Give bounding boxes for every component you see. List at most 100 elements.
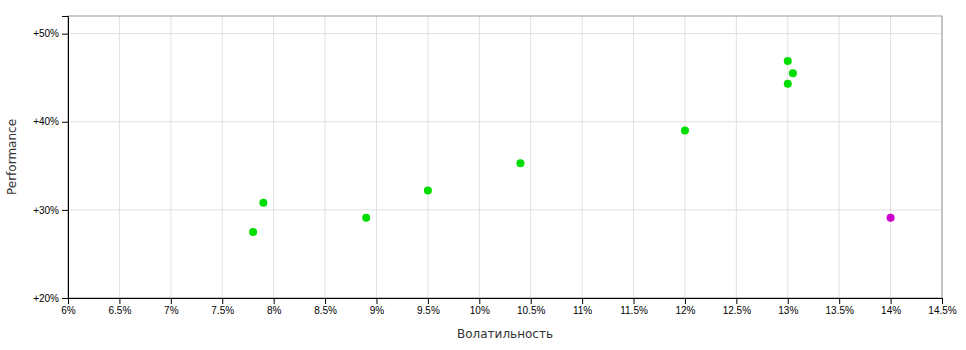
grid-line <box>684 16 685 298</box>
tick: +40% <box>33 116 68 127</box>
grid-line <box>222 16 223 298</box>
series <box>249 57 797 236</box>
marks <box>249 57 895 236</box>
tick: 6.5% <box>109 298 132 316</box>
tick: 8% <box>267 298 282 316</box>
tick: 12.5% <box>723 298 751 316</box>
tick-mark <box>736 298 737 304</box>
grid <box>68 16 942 298</box>
tick-label: 6% <box>61 305 76 316</box>
tick: 7% <box>164 298 179 316</box>
tick: 9% <box>370 298 385 316</box>
grid-line <box>890 16 891 298</box>
plot-frame <box>68 16 942 298</box>
axis-line <box>69 299 943 305</box>
point <box>362 214 370 222</box>
grid-line <box>633 16 634 298</box>
tick-mark <box>942 298 943 304</box>
tick: 10.5% <box>517 298 545 316</box>
tick-mark <box>62 34 68 35</box>
grid-line <box>530 16 531 298</box>
grid-line <box>376 16 377 298</box>
tick: 13% <box>778 298 798 316</box>
tick: 11.5% <box>620 298 648 316</box>
tick-label: 6.5% <box>109 305 132 316</box>
point <box>789 69 797 77</box>
tick-mark <box>376 298 377 304</box>
tick-label: 14.5% <box>928 305 956 316</box>
y-axis-title: Performance <box>5 119 19 195</box>
point <box>249 228 257 236</box>
tick-mark <box>839 298 840 304</box>
tick-mark <box>582 298 583 304</box>
grid-line <box>839 16 840 298</box>
plot: 6% 6.5% 7% 7.5% 8% 8.5% 9% 9.5% 10% 10.5% 11% 11.5%… <box>33 16 957 316</box>
grid-line <box>273 16 274 298</box>
grid-line <box>68 121 942 122</box>
tick-label: 7.5% <box>211 305 234 316</box>
tick-label: +50% <box>33 28 59 39</box>
tick-label: 10.5% <box>517 305 545 316</box>
y-axis: +20% +30% +40% +50% <box>33 17 68 304</box>
tick-label: 14% <box>881 305 901 316</box>
tick: 10% <box>470 298 490 316</box>
grid-line <box>479 16 480 298</box>
tick-mark <box>788 298 789 304</box>
grid-line <box>736 16 737 298</box>
grid-line <box>427 16 428 298</box>
tick: 14.5% <box>928 298 956 316</box>
point <box>424 186 432 194</box>
tick-label: 8.5% <box>314 305 337 316</box>
grid-line <box>325 16 326 298</box>
tick-mark <box>119 298 120 304</box>
tick-label: 12.5% <box>723 305 751 316</box>
axis-line <box>62 17 69 299</box>
tick-mark <box>222 298 223 304</box>
x-axis-title: Волатильность <box>457 327 553 341</box>
tick-label: 13% <box>778 305 798 316</box>
grid-line <box>119 16 120 298</box>
tick: +20% <box>33 293 68 304</box>
tick: 14% <box>881 298 901 316</box>
tick-mark <box>428 298 429 304</box>
tick: 8.5% <box>314 298 337 316</box>
tick: 12% <box>675 298 695 316</box>
tick: 9.5% <box>417 298 440 316</box>
tick-mark <box>62 210 68 211</box>
tick-mark <box>325 298 326 304</box>
tick: 13.5% <box>825 298 853 316</box>
tick-label: 12% <box>675 305 695 316</box>
tick-label: 7% <box>164 305 179 316</box>
grid-line <box>68 209 942 210</box>
tick-mark <box>62 122 68 123</box>
grid-line <box>170 16 171 298</box>
tick-label: 8% <box>267 305 282 316</box>
tick: 6% <box>61 298 76 316</box>
point <box>887 214 895 222</box>
tick-mark <box>685 298 686 304</box>
tick-label: 11% <box>573 305 592 316</box>
tick: +30% <box>33 205 68 216</box>
tick-label: +40% <box>33 116 59 127</box>
grid-line <box>582 16 583 298</box>
tick-mark <box>274 298 275 304</box>
point <box>516 159 524 167</box>
tick-label: 10% <box>470 305 490 316</box>
tick-label: 9.5% <box>417 305 440 316</box>
tick-label: +30% <box>33 205 59 216</box>
tick-label: 9% <box>370 305 385 316</box>
tick-mark <box>62 298 68 299</box>
grid-line <box>68 33 942 34</box>
tick-mark <box>634 298 635 304</box>
x-axis: 6% 6.5% 7% 7.5% 8% 8.5% 9% 9.5% 10% 10.5% 11% 11.5%… <box>61 298 957 316</box>
tick: 7.5% <box>211 298 234 316</box>
point <box>784 80 792 88</box>
point <box>681 127 689 135</box>
point <box>784 57 792 65</box>
tick: +50% <box>33 28 68 39</box>
tick-mark <box>891 298 892 304</box>
tick-mark <box>531 298 532 304</box>
tick: 11% <box>573 298 592 316</box>
tick-mark <box>171 298 172 304</box>
tick-label: 11.5% <box>620 305 648 316</box>
